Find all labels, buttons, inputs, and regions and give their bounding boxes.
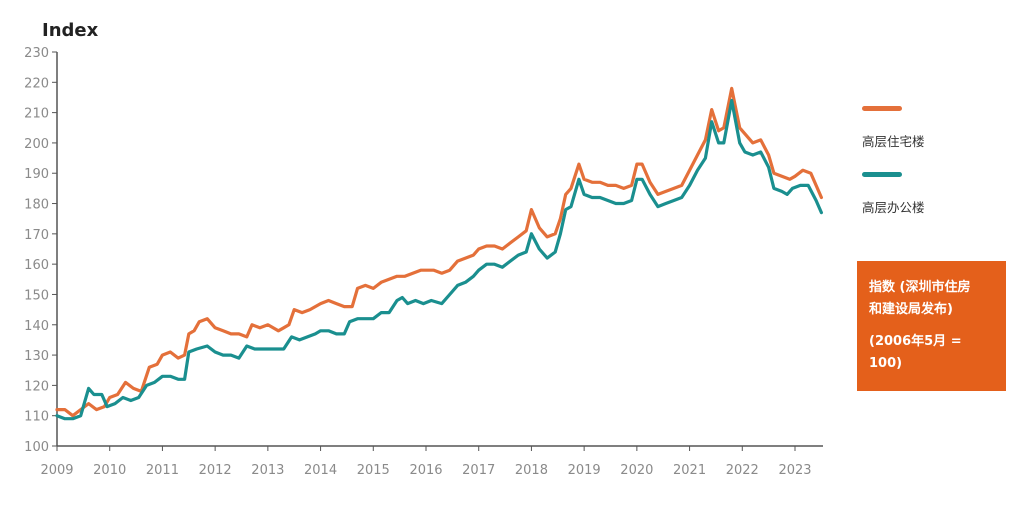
y-tick-label: 160 [24, 258, 49, 273]
y-tick-label: 190 [24, 167, 49, 182]
y-tick-label: 230 [24, 46, 49, 61]
chart-series [55, 86, 823, 421]
x-tick-label: 2014 [304, 463, 337, 478]
x-tick-label: 2018 [515, 463, 548, 478]
index-source-note: 指数 (深圳市住房 和建设局发布) (2006年5月 = 100) [857, 261, 1006, 391]
note-source: 指数 (深圳市住房 和建设局发布) [869, 277, 998, 321]
x-tick-label: 2010 [93, 463, 126, 478]
x-tick-label: 2023 [778, 463, 811, 478]
x-tick-label: 2020 [620, 463, 653, 478]
note-line-4: 100) [869, 356, 903, 371]
series-line-office [55, 98, 823, 421]
y-tick-label: 140 [24, 319, 49, 334]
legend-label-residential: 高层住宅楼 [862, 134, 925, 149]
series-line-residential [55, 86, 823, 418]
y-tick-label: 130 [24, 349, 49, 364]
x-tick-label: 2017 [462, 463, 495, 478]
chart-axes: 100 110 120 130 140 150 160 170 180 190 200 210 220 2… [24, 46, 823, 478]
x-tick-label: 2011 [146, 463, 179, 478]
legend-item-office: 高层办公楼 [862, 172, 925, 216]
y-tick-label: 180 [24, 198, 49, 213]
x-tick-label: 2021 [673, 463, 706, 478]
note-line-2: 和建设局发布) [869, 302, 953, 317]
y-tick-label: 200 [24, 137, 49, 152]
x-tick-label: 2022 [726, 463, 759, 478]
y-tick-label: 170 [24, 228, 49, 243]
y-tick-label: 150 [24, 288, 49, 303]
legend-item-residential: 高层住宅楼 [862, 106, 925, 150]
note-line-1: 指数 (深圳市住房 [869, 280, 971, 295]
legend-swatch-residential [862, 106, 902, 111]
x-tick-label: 2009 [40, 463, 73, 478]
y-tick-label: 220 [24, 76, 49, 91]
y-tick-label: 210 [24, 107, 49, 122]
legend-label-office: 高层办公楼 [862, 200, 925, 215]
y-tick-label: 120 [24, 379, 49, 394]
y-axis-title: Index [42, 20, 99, 41]
note-line-3: (2006年5月 = [869, 334, 962, 349]
y-tick-label: 100 [24, 440, 49, 455]
note-base: (2006年5月 = 100) [869, 331, 998, 375]
x-tick-label: 2012 [199, 463, 232, 478]
x-tick-label: 2015 [357, 463, 390, 478]
x-tick-label: 2019 [568, 463, 601, 478]
x-tick-label: 2013 [251, 463, 284, 478]
y-tick-label: 110 [24, 410, 49, 425]
legend-swatch-office [862, 172, 902, 177]
x-tick-label: 2016 [409, 463, 442, 478]
